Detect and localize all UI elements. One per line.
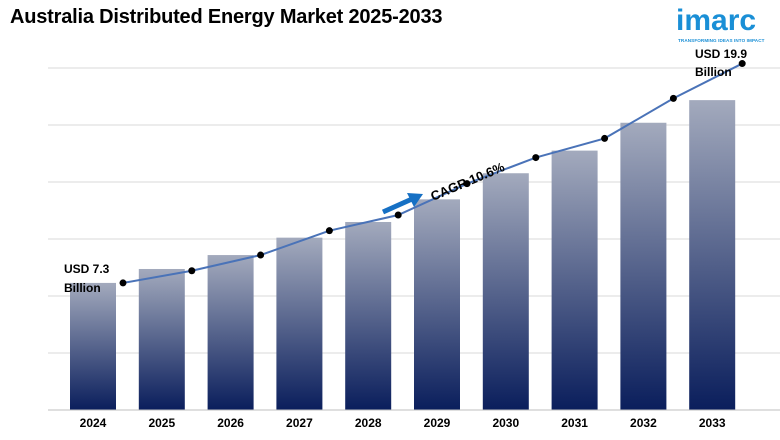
bar-2027 [276, 237, 323, 410]
x-tick-label-2033: 2033 [699, 416, 726, 430]
end-value-label-line2: Billion [695, 65, 732, 79]
end-value-label-line1: USD 19.9 [695, 47, 747, 61]
start-value-label-line1: USD 7.3 [64, 262, 110, 276]
trend-point-2031 [601, 134, 609, 142]
bars [70, 100, 736, 411]
cagr-arrow [381, 193, 423, 215]
bar-2029 [414, 199, 460, 410]
trend-point-2029 [463, 180, 471, 188]
bar-2033 [689, 100, 736, 411]
trend-point-2027 [325, 227, 333, 235]
bar-2032 [620, 122, 667, 410]
trend-point-2028 [394, 211, 402, 219]
x-axis: 2024 2025 2026 2027 2028 2029 2030 2031 2032 2033 [48, 409, 780, 430]
trend-point-2032 [669, 94, 677, 102]
bar-2028 [345, 221, 392, 410]
x-tick-label-2028: 2028 [355, 416, 382, 430]
x-tick-label-2031: 2031 [561, 416, 588, 430]
x-tick-label-2025: 2025 [148, 416, 175, 430]
page-title: Australia Distributed Energy Market 2025… [10, 6, 443, 28]
trend-point-2025 [188, 267, 196, 275]
trend-line-group [119, 60, 746, 287]
bar-2024 [70, 282, 116, 410]
start-value-label-line2: Billion [64, 281, 101, 295]
x-tick-label-2032: 2032 [630, 416, 657, 430]
logo-brand: imarc [676, 4, 757, 37]
x-tick-label-2027: 2027 [286, 416, 313, 430]
bar-2031 [551, 150, 598, 410]
trend-point-2033 [738, 60, 746, 68]
trend-point-2024 [119, 279, 127, 287]
bar-2026 [207, 255, 254, 410]
bar-2030 [482, 173, 529, 410]
x-tick-label-2026: 2026 [217, 416, 244, 430]
trend-line [122, 62, 743, 284]
bar-2025 [138, 268, 185, 410]
trend-point-2030 [532, 154, 540, 162]
imarc-logo: imarc TRANSFORMING IDEAS INTO IMPACT [670, 4, 780, 48]
logo-tagline: TRANSFORMING IDEAS INTO IMPACT [678, 38, 765, 43]
x-tick-label-2029: 2029 [424, 416, 451, 430]
trend-point-2026 [257, 251, 265, 259]
x-tick-label-2030: 2030 [492, 416, 519, 430]
x-tick-label-2024: 2024 [80, 416, 107, 430]
